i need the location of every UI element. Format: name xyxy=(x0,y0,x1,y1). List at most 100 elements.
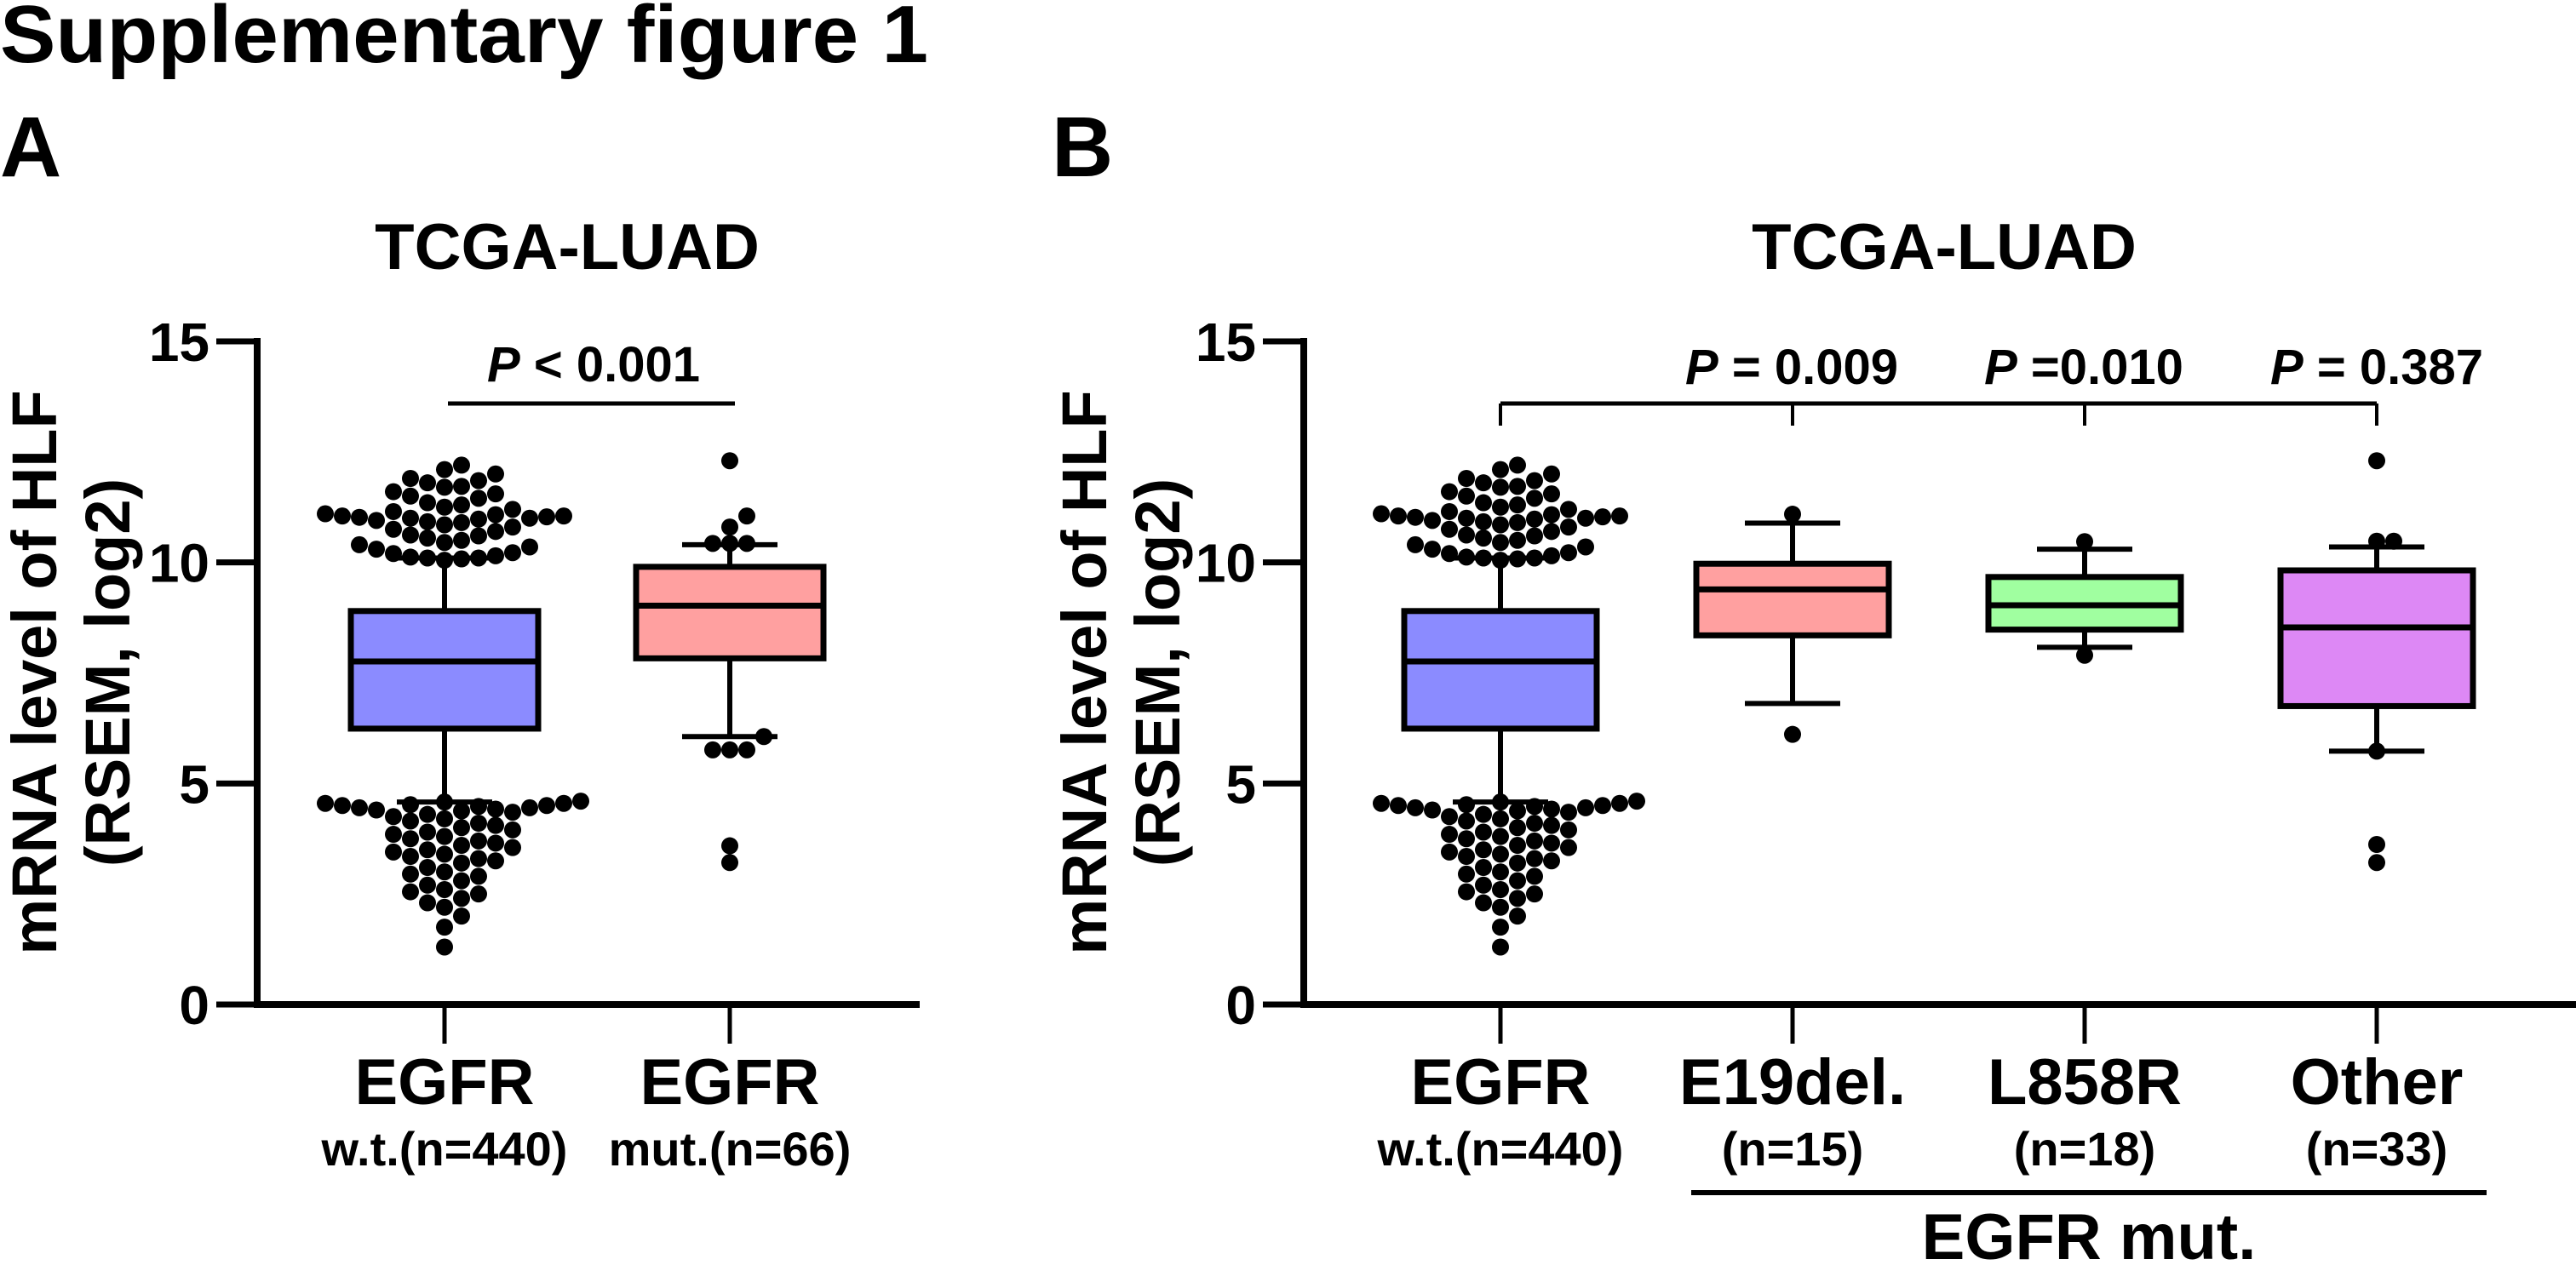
outlier-point xyxy=(351,535,368,553)
outlier-point xyxy=(1560,518,1577,536)
panel-b-xsublabel-2: (n=15) xyxy=(1722,1122,1864,1176)
panel-a-xlabel-2: EGFR xyxy=(640,1046,819,1119)
panel-b-xlabel-2: E19del. xyxy=(1679,1046,1906,1119)
outlier-point xyxy=(504,839,521,856)
outlier-point xyxy=(436,478,453,496)
outlier-point xyxy=(2368,742,2385,760)
outlier-point xyxy=(1492,516,1509,534)
panel-b-xsublabel-4: (n=33) xyxy=(2306,1122,2448,1176)
outlier-point xyxy=(487,523,504,541)
outlier-point xyxy=(721,535,738,552)
outlier-point xyxy=(402,526,419,544)
outlier-point xyxy=(419,805,436,823)
outlier-point xyxy=(538,797,555,815)
outlier-point xyxy=(470,815,487,833)
outlier-point xyxy=(521,798,538,816)
outlier-point xyxy=(2368,854,2385,872)
outlier-point xyxy=(2368,452,2385,470)
outlier-point xyxy=(1390,507,1407,525)
outlier-point xyxy=(1373,505,1390,523)
outlier-point xyxy=(504,501,521,518)
panel-a-xsublabel-1: w.t.(n=440) xyxy=(321,1122,568,1176)
outlier-point xyxy=(402,469,419,487)
y-tick-label: 5 xyxy=(1225,753,1256,815)
outlier-point xyxy=(1526,798,1543,816)
outlier-point xyxy=(1424,801,1441,819)
outlier-point xyxy=(1526,527,1543,545)
outlier-point xyxy=(1475,823,1492,841)
outlier-point xyxy=(1475,876,1492,894)
outlier-point xyxy=(1560,544,1577,562)
outlier-point xyxy=(436,827,453,845)
outlier-point xyxy=(368,801,385,819)
outlier-point xyxy=(738,741,755,758)
outlier-point xyxy=(436,938,453,956)
outlier-point xyxy=(1509,478,1526,495)
outlier-point xyxy=(385,826,402,844)
panel-b-pvalue-2: P =0.010 xyxy=(1984,340,2183,395)
outlier-point xyxy=(419,512,436,530)
outlier-point xyxy=(1458,848,1475,866)
outlier-point xyxy=(1424,512,1441,529)
outlier-point xyxy=(1509,819,1526,837)
panel-a-xsublabel-2: mut.(n=66) xyxy=(609,1122,852,1176)
outlier-point xyxy=(755,728,772,746)
y-tick-label: 0 xyxy=(179,975,209,1036)
outlier-point xyxy=(1492,534,1509,552)
outlier-point xyxy=(436,845,453,863)
outlier-point xyxy=(1492,863,1509,881)
outlier-point xyxy=(1526,815,1543,833)
outlier-point xyxy=(1475,529,1492,547)
p-symbol: P xyxy=(1984,340,2017,395)
outlier-point xyxy=(402,865,419,883)
panel-b-pvalue-3: P = 0.387 xyxy=(2270,340,2483,395)
outlier-point xyxy=(738,507,755,525)
group-label-egfr-mut: EGFR mut. xyxy=(1922,1201,2257,1265)
outlier-point xyxy=(1492,461,1509,478)
y-tick-label: 5 xyxy=(179,753,209,815)
outlier-point xyxy=(1475,805,1492,823)
outlier-point xyxy=(402,509,419,527)
outlier-point xyxy=(1390,797,1407,815)
outlier-point xyxy=(453,837,470,855)
outlier-point xyxy=(1509,802,1526,820)
panel-a-pvalue: P < 0.001 xyxy=(487,337,700,392)
outlier-point xyxy=(2368,532,2385,550)
outlier-point xyxy=(453,456,470,474)
outlier-point xyxy=(419,549,436,567)
outlier-point xyxy=(453,550,470,568)
box xyxy=(347,608,542,732)
outlier-point xyxy=(487,547,504,564)
chart-marks: 0 5 10 15 0 5 10 15 xyxy=(149,312,2576,1044)
outlier-point xyxy=(385,483,402,501)
outlier-point xyxy=(1784,506,1801,524)
box xyxy=(633,564,827,661)
outlier-point xyxy=(704,741,721,758)
panel-a-ylabel-line1: mRNA level of HLF xyxy=(0,390,70,954)
outlier-point xyxy=(334,507,351,525)
outlier-point xyxy=(402,548,419,566)
panel-b-title: TCGA-LUAD xyxy=(1752,211,2137,283)
outlier-point xyxy=(470,472,487,489)
outlier-point xyxy=(436,919,453,936)
outlier-point xyxy=(1526,850,1543,867)
outlier-point xyxy=(487,852,504,870)
outlier-point xyxy=(470,832,487,850)
outlier-point xyxy=(2385,532,2402,550)
outlier-point xyxy=(538,508,555,526)
outlier-point xyxy=(1458,526,1475,544)
outlier-point xyxy=(1492,919,1509,936)
outlier-point xyxy=(1543,523,1560,541)
outlier-point xyxy=(1458,883,1475,901)
outlier-point xyxy=(402,796,419,814)
outlier-point xyxy=(453,872,470,890)
outlier-point xyxy=(1492,938,1509,956)
outlier-point xyxy=(470,510,487,528)
outlier-point xyxy=(470,867,487,885)
panel-b-xlabel-3: L858R xyxy=(1988,1046,2182,1119)
outlier-point xyxy=(453,907,470,925)
outlier-point xyxy=(1458,548,1475,566)
figure-title: Supplementary figure 1 xyxy=(0,0,928,80)
outlier-point xyxy=(334,797,351,815)
outlier-point xyxy=(402,883,419,901)
